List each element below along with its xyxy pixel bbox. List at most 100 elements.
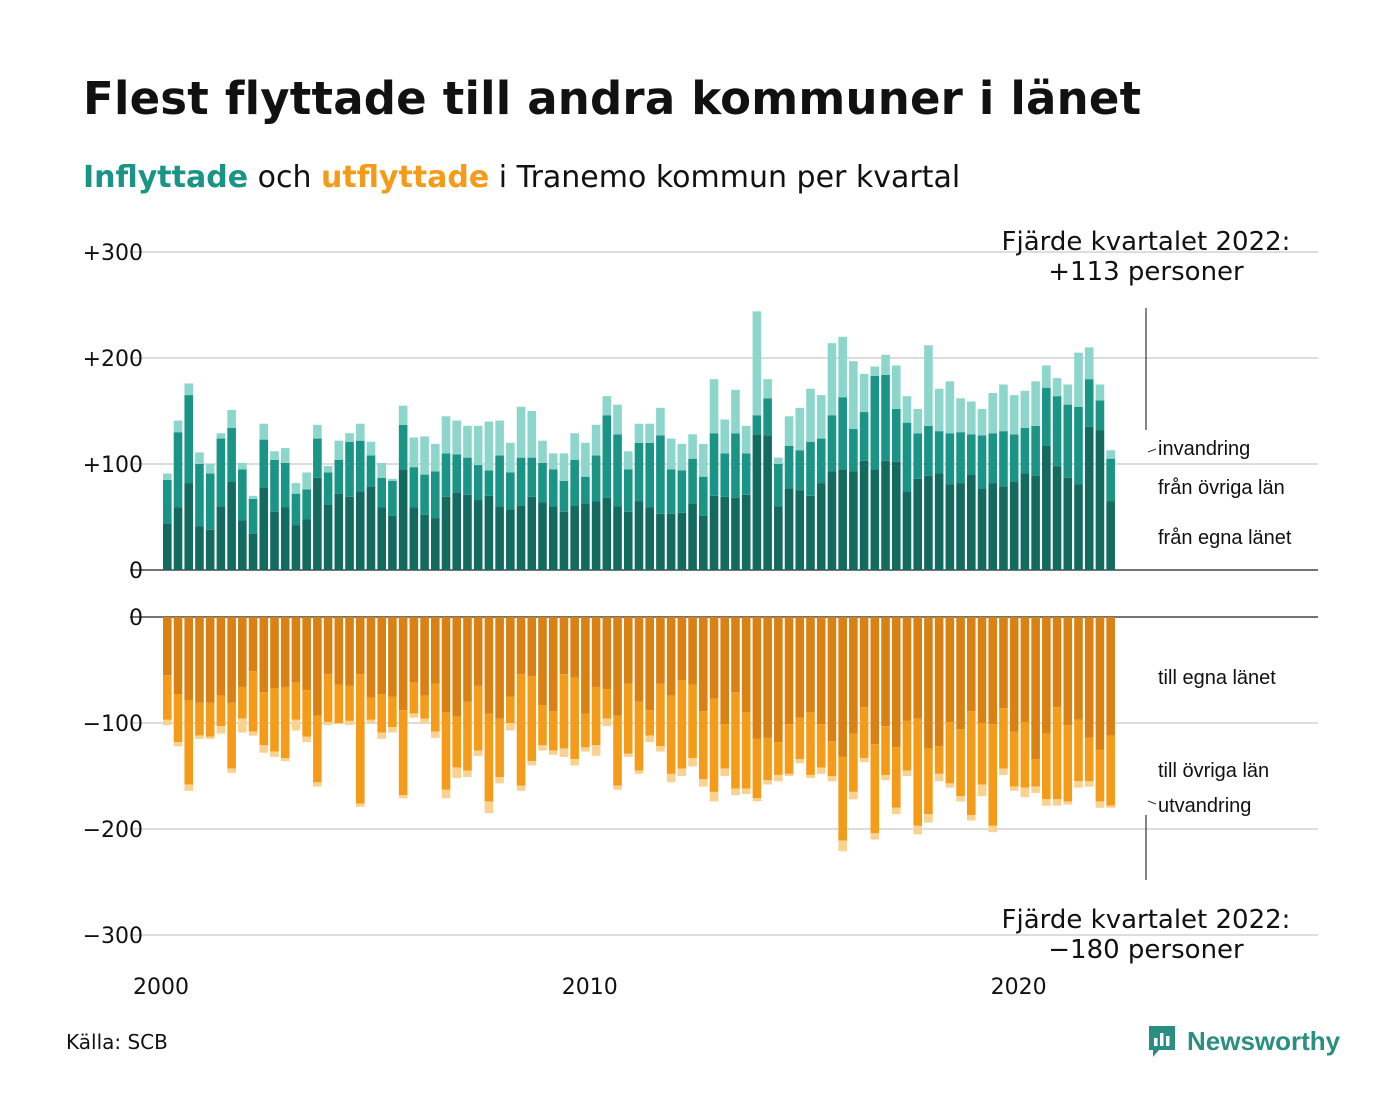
outflow-bar (656, 683, 665, 747)
outflow-bar (452, 716, 462, 768)
outflow-bar (366, 719, 376, 723)
outflow-bar (516, 674, 526, 786)
outflow-bar (720, 724, 730, 769)
inflow-bar (656, 513, 665, 570)
outflow-bar (934, 773, 944, 782)
inflow-bar (173, 507, 183, 570)
outflow-bar (516, 617, 526, 675)
outflow-bar (248, 671, 258, 732)
outflow-bar (752, 617, 762, 739)
inflow-bar (1074, 352, 1083, 407)
inflow-bar (398, 469, 408, 570)
inflow-bar (774, 506, 783, 570)
inflow-bar (227, 482, 236, 570)
inflow-bar (838, 336, 847, 398)
inflow-bar (795, 407, 805, 451)
inflow-bar (302, 472, 311, 490)
outflow-bar (1031, 617, 1040, 760)
inflow-bar (731, 433, 740, 498)
outflow-bar (538, 704, 547, 746)
outflow-bar (280, 686, 290, 758)
outflow-bar (302, 690, 311, 737)
inflow-bar (420, 474, 429, 515)
inflow-bar (623, 451, 633, 470)
outflow-bar (538, 617, 547, 705)
outflow-bar (259, 692, 269, 746)
outflow-bar (656, 746, 665, 752)
inflow-bar (409, 467, 419, 508)
outflow-bar (913, 825, 922, 835)
outflow-bar (506, 617, 515, 697)
inflow-bar (559, 511, 569, 570)
chart-subtitle: Inflyttade och utflyttade i Tranemo komm… (83, 160, 960, 195)
inflow-bar (666, 469, 676, 514)
inflow-bar (484, 470, 494, 496)
subtitle-and: och (248, 160, 321, 195)
outflow-bar (581, 747, 590, 752)
inflow-bar (280, 507, 290, 570)
outflow-bar (613, 715, 622, 786)
outflow-bar (184, 784, 194, 791)
inflow-bar (945, 381, 955, 434)
outflow-bar (956, 796, 965, 802)
outflow-bar (731, 788, 740, 796)
outflow-bar (291, 617, 301, 683)
inflow-bar (216, 433, 226, 439)
outflow-bar (409, 713, 419, 718)
inflow-bar (1084, 347, 1094, 380)
outflow-bar (270, 617, 279, 689)
outflow-bar (216, 617, 226, 696)
inflow-bar (967, 434, 976, 475)
outflow-bar (366, 617, 376, 698)
inflow-bar (313, 424, 322, 439)
outflow-bar (463, 770, 472, 778)
inflow-bar (977, 488, 987, 570)
outflow-bar (441, 617, 451, 713)
outflow-bar (849, 617, 858, 734)
outflow-bar (355, 674, 365, 804)
outflow-bar (709, 617, 719, 699)
inflow-bar (720, 419, 730, 454)
inflow-bar (1009, 434, 1019, 483)
inflow-bar (398, 405, 408, 425)
inflow-bar (881, 374, 890, 461)
inflow-bar (280, 462, 290, 508)
outflow-bar (495, 718, 504, 778)
outflow-bar (173, 742, 183, 747)
inflow-bar (355, 491, 365, 570)
outflow-bar (999, 708, 1008, 769)
inflow-bar (956, 432, 965, 484)
inflow-bar (891, 461, 901, 570)
outflow-bar (924, 617, 933, 749)
outflow-bar (784, 773, 794, 776)
inflow-bar (591, 501, 601, 570)
outflow-bar (238, 718, 247, 733)
inflow-bar (816, 483, 826, 570)
inflow-bar (956, 398, 965, 433)
outflow-bar (398, 710, 408, 796)
outflow-bar (431, 683, 440, 732)
inflow-bar (216, 438, 226, 507)
outflow-bar (720, 617, 730, 725)
outflow-bar (902, 617, 912, 721)
inflow-bar (1084, 426, 1094, 570)
outflow-bar (334, 723, 344, 725)
inflow-bar (656, 407, 665, 436)
outflow-bar (581, 713, 590, 748)
outflow-bar (1052, 799, 1062, 806)
inflow-bar (355, 423, 365, 441)
inflow-bar (238, 462, 247, 470)
outflow-bar (1020, 787, 1030, 798)
outflow-bar (720, 768, 730, 776)
subtitle-inflow-word: Inflyttade (83, 160, 249, 195)
outflow-bar (1106, 617, 1115, 736)
inflow-bar (849, 471, 858, 570)
outflow-bar (763, 617, 772, 738)
inflow-bar (859, 373, 869, 413)
inflow-bar (763, 379, 772, 399)
outflow-bar (548, 617, 558, 712)
outflow-bar (741, 712, 751, 789)
inflow-bar (195, 452, 204, 464)
y-tick-label: −200 (83, 818, 143, 843)
